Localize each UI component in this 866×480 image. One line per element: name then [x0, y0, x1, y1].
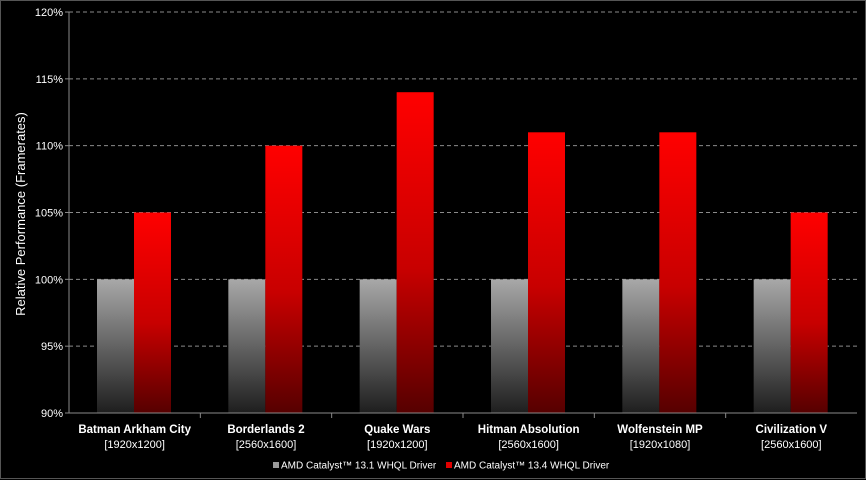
category-label: Quake Wars — [364, 424, 430, 436]
bar-catalyst-13-4 — [265, 145, 303, 413]
y-tick-label: 120% — [35, 7, 63, 19]
legend: AMD Catalyst™ 13.1 WHQL Driver AMD Cataly… — [273, 461, 610, 472]
category-resolution: [1920x1200] — [104, 439, 165, 451]
bar-catalyst-13-4 — [134, 212, 171, 413]
bar-catalyst-13-1 — [753, 279, 791, 413]
bar-catalyst-13-1 — [491, 279, 528, 413]
legend-swatch — [273, 462, 279, 468]
bar-catalyst-13-1 — [97, 279, 134, 413]
bar-catalyst-13-4 — [790, 212, 828, 413]
category-label: Hitman Absolution — [478, 424, 580, 436]
y-tick-label: 105% — [35, 208, 63, 220]
legend-label: AMD Catalyst™ 13.1 WHQL Driver — [281, 461, 437, 472]
y-tick-label: 115% — [36, 74, 64, 86]
category-resolution: [2560x1600] — [236, 439, 297, 451]
category-resolution: [1920x1200] — [367, 439, 428, 451]
y-tick-label: 100% — [35, 274, 63, 286]
category-resolution: [1920x1080] — [630, 439, 691, 451]
bar-catalyst-13-4 — [528, 132, 565, 414]
category-label: Batman Arkham City — [78, 424, 191, 436]
bar-catalyst-13-1 — [228, 279, 266, 413]
legend-label: AMD Catalyst™ 13.4 WHQL Driver — [454, 461, 610, 472]
y-tick-label: 110% — [36, 141, 64, 153]
legend-swatch — [446, 462, 452, 468]
category-label: Civilization V — [756, 424, 828, 436]
category-label: Borderlands 2 — [227, 424, 304, 436]
category-resolution: [2560x1600] — [498, 439, 559, 451]
bar-catalyst-13-1 — [359, 279, 397, 413]
y-axis-label: Relative Performance (Framerates) — [13, 112, 28, 316]
y-tick-label: 90% — [41, 408, 63, 420]
bar-catalyst-13-1 — [622, 279, 660, 413]
bar-catalyst-13-4 — [396, 92, 434, 413]
category-label: Wolfenstein MP — [617, 424, 703, 436]
y-tick-label: 95% — [41, 341, 63, 353]
category-resolution: [2560x1600] — [761, 439, 822, 451]
bar-catalyst-13-4 — [659, 132, 697, 414]
